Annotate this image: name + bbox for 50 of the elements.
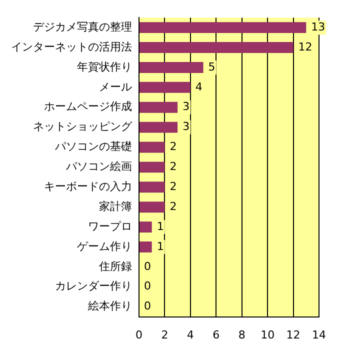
data-label: 1 xyxy=(156,240,164,253)
data-label: 4 xyxy=(195,80,202,94)
x-tick-label: 12 xyxy=(286,328,300,342)
data-label: 2 xyxy=(170,160,177,174)
bar xyxy=(140,242,152,252)
bar xyxy=(140,62,204,73)
x-tick-label: 8 xyxy=(238,328,246,342)
y-tick-label: パソコンの基礎 xyxy=(54,140,132,154)
y-tick-label: デジカメ写真の整理 xyxy=(33,20,132,34)
y-tick-label: ワープロ xyxy=(88,220,132,233)
data-label: 3 xyxy=(182,100,190,114)
y-tick-label: 絵本作り xyxy=(87,300,132,313)
bar xyxy=(140,222,152,233)
x-tick-label: 2 xyxy=(161,328,168,342)
y-tick-label: キーボードの入力 xyxy=(44,180,132,194)
data-label: 2 xyxy=(170,180,177,194)
data-label: 0 xyxy=(144,260,151,273)
y-tick-label: 年賀状作り xyxy=(77,60,132,74)
data-label: 12 xyxy=(298,40,312,54)
data-label: 0 xyxy=(144,280,151,293)
data-label: 2 xyxy=(170,140,177,154)
bar xyxy=(140,162,165,173)
bar xyxy=(140,142,165,153)
x-tick-label: 6 xyxy=(212,328,220,342)
bar xyxy=(140,122,178,133)
data-label: 0 xyxy=(144,300,151,313)
y-tick-label: 家計簿 xyxy=(99,200,132,213)
data-label: 2 xyxy=(170,200,177,213)
data-label: 5 xyxy=(208,60,216,74)
y-tick-label: インターネットの活用法 xyxy=(11,40,132,54)
y-tick-label: カレンダー作り xyxy=(55,280,132,293)
x-tick-label: 4 xyxy=(186,328,194,342)
bar xyxy=(140,202,165,213)
data-label: 1 xyxy=(156,220,164,233)
bar xyxy=(140,182,165,193)
data-label: 13 xyxy=(311,20,326,34)
data-label: 3 xyxy=(182,120,190,134)
bar xyxy=(140,82,190,93)
y-tick-label: 住所録 xyxy=(99,260,132,273)
y-tick-label: メール xyxy=(99,80,132,94)
x-tick-label: 0 xyxy=(136,328,142,342)
x-tick-label: 10 xyxy=(260,328,275,342)
bar xyxy=(140,102,178,113)
y-tick-label: パソコン絵画 xyxy=(65,160,132,174)
y-tick-label: ゲーム作り xyxy=(77,240,132,253)
bar xyxy=(140,22,306,34)
y-tick-label: ネットショッピング xyxy=(33,120,133,134)
y-tick-label: ホームページ作成 xyxy=(44,100,132,114)
x-tick-label: 14 xyxy=(312,328,326,342)
bar xyxy=(140,42,294,54)
